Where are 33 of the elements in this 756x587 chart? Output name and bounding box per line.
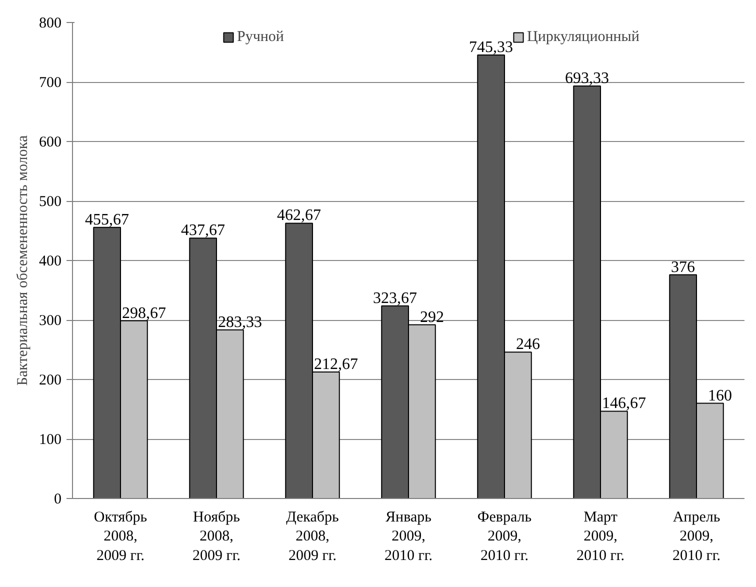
data-label: 462,67 [277,207,322,224]
x-tick-label: Ноябрь 2008, 2009 гг. [192,510,241,564]
data-label: 146,67 [602,395,646,412]
y-tick-label: 800 [39,16,62,32]
y-tick-label: 600 [39,134,62,150]
x-tick-label: Апрель 2009, 2010 гг. [672,510,721,564]
y-tick-label: 100 [39,432,62,448]
y-axis-title: Бактериальная обсемененность молока [15,135,31,386]
data-label: 292 [420,308,444,326]
data-label: 160 [708,387,732,404]
x-tick-label: Март 2009, 2010 гг. [576,510,625,564]
data-label: 437,67 [181,222,226,240]
data-label: 212,67 [314,356,358,373]
x-tick-label: Декабрь 2008, 2009 гг. [286,510,340,564]
legend-label: Циркуляционный [527,28,640,46]
y-tick-label: 400 [39,254,62,270]
data-label: 323,67 [373,290,418,307]
legend-label: Ручной [237,28,284,46]
y-tick-label: 700 [39,75,62,91]
data-label: 376 [671,258,696,276]
x-tick-label: Октябрь 2008, 2009 гг. [94,510,148,564]
data-label: 246 [516,336,540,354]
y-tick-label: 300 [39,313,62,329]
data-label: 283,33 [218,314,262,331]
y-tick-label: 0 [54,492,62,508]
y-tick-label: 500 [39,194,62,210]
data-label: 455,67 [85,211,130,228]
y-tick-label: 200 [39,372,62,388]
data-label: 693,33 [565,70,610,87]
data-label: 298,67 [122,304,166,322]
x-tick-label: Январь 2009, 2010 гг. [384,510,433,564]
x-tick-label: Февраль 2009, 2010 гг. [477,510,532,564]
data-label: 745,33 [469,39,514,56]
